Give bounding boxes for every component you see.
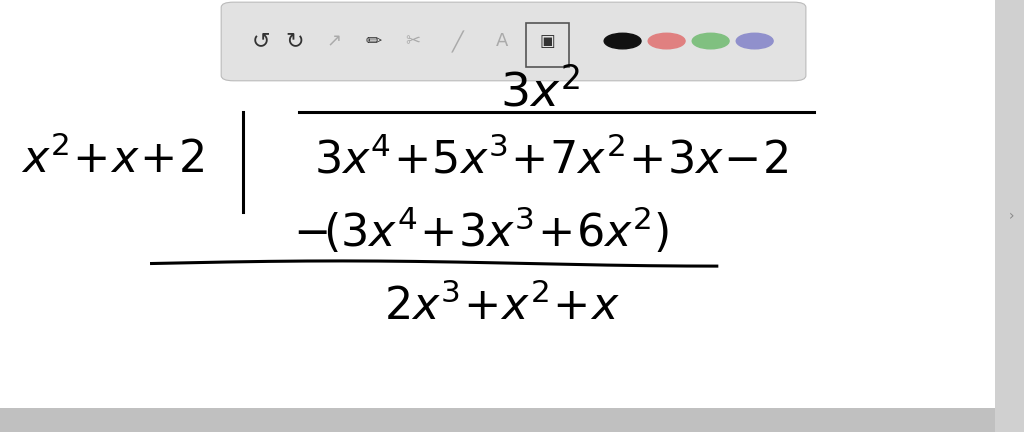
Text: ✂: ✂ [406, 32, 420, 51]
Bar [0, 408, 1024, 432]
Text: $3x^{2}$: $3x^{2}$ [500, 70, 580, 116]
Circle shape [736, 33, 773, 49]
Text: ✏: ✏ [366, 32, 382, 51]
Bar [995, 0, 1024, 432]
Circle shape [648, 33, 685, 49]
Circle shape [604, 33, 641, 49]
Text: ╱: ╱ [452, 30, 464, 53]
Text: A: A [497, 32, 509, 51]
Text: $x^{2}\!+\!x\!+\!2$: $x^{2}\!+\!x\!+\!2$ [22, 137, 204, 182]
Text: $-\!\left(3x^{4}\!+\!3x^{3}\!+\!6x^{2}\right)$: $-\!\left(3x^{4}\!+\!3x^{3}\!+\!6x^{2}\r… [293, 206, 670, 257]
Text: ▣: ▣ [540, 32, 555, 51]
Text: $3x^{4}\!+\!5x^{3}\!+\!7x^{2}\!+\!3x\!-\!2$: $3x^{4}\!+\!5x^{3}\!+\!7x^{2}\!+\!3x\!-\… [314, 137, 787, 182]
FancyBboxPatch shape [525, 23, 568, 67]
Text: 🖼: 🖼 [542, 32, 552, 51]
Text: ↗: ↗ [327, 32, 342, 51]
Text: $2x^{3}\!+\!x^{2}\!+\!x$: $2x^{3}\!+\!x^{2}\!+\!x$ [384, 284, 620, 329]
Text: ↻: ↻ [286, 32, 304, 51]
Text: ↺: ↺ [252, 32, 270, 51]
Text: ›: › [1009, 209, 1015, 223]
FancyBboxPatch shape [221, 2, 806, 81]
Circle shape [692, 33, 729, 49]
